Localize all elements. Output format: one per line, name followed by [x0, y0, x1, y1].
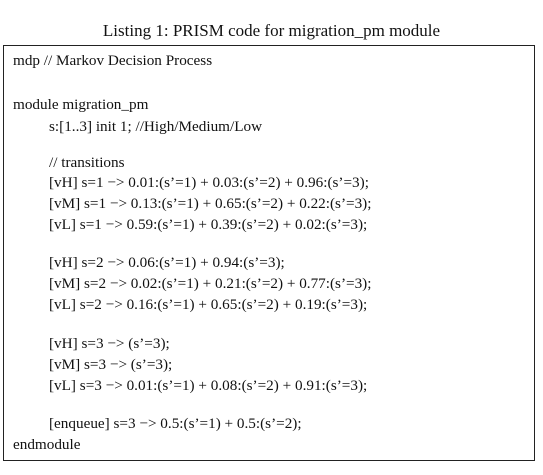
code-line: module migration_pm — [13, 96, 149, 113]
code-line: [vL] s=3 −> 0.01:(s’=1) + 0.08:(s’=2) + … — [49, 377, 368, 394]
code-line: // transitions — [49, 154, 125, 171]
code-line: [vL] s=1 −> 0.59:(s’=1) + 0.39:(s’=2) + … — [49, 216, 368, 233]
code-line: [vM] s=2 −> 0.02:(s’=1) + 0.21:(s’=2) + … — [49, 275, 372, 292]
code-line: [vM] s=3 −> (s’=3); — [49, 356, 173, 373]
code-line: [vM] s=1 −> 0.13:(s’=1) + 0.65:(s’=2) + … — [49, 195, 372, 212]
code-line: [enqueue] s=3 −> 0.5:(s’=1) + 0.5:(s’=2)… — [49, 415, 302, 432]
code-line: mdp // Markov Decision Process — [13, 52, 213, 69]
code-listing: mdp // Markov Decision Process module mi… — [3, 45, 535, 461]
listing-caption: Listing 1: PRISM code for migration_pm m… — [102, 21, 441, 40]
code-line: [vH] s=2 −> 0.06:(s’=1) + 0.94:(s’=3); — [49, 254, 285, 271]
code-line: [vH] s=1 −> 0.01:(s’=1) + 0.03:(s’=2) + … — [49, 174, 369, 191]
code-line: endmodule — [13, 436, 81, 453]
code-line: [vH] s=3 −> (s’=3); — [49, 335, 170, 352]
code-line: s:[1..3] init 1; //High/Medium/Low — [49, 118, 263, 135]
code-line: [vL] s=2 −> 0.16:(s’=1) + 0.65:(s’=2) + … — [49, 296, 368, 313]
